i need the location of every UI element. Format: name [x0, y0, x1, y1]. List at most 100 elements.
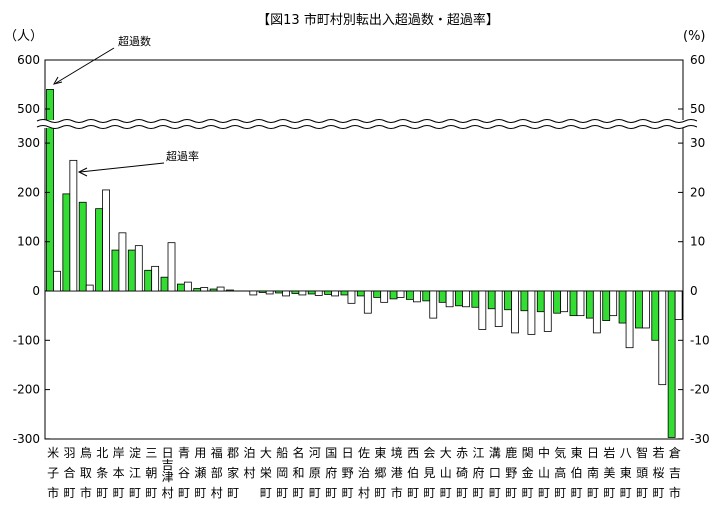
- rate-bar: [314, 290, 323, 296]
- rate-bar: [183, 281, 192, 292]
- rate-bar: [102, 189, 110, 292]
- rate-bar: [363, 290, 372, 314]
- right-tick-label: 60: [690, 53, 705, 67]
- right-tick-label: 50: [690, 102, 705, 116]
- rate-bar: [216, 286, 225, 292]
- right-tick-label: 10: [690, 235, 705, 249]
- category-label: 関金町: [522, 446, 534, 500]
- category-label: 三朝町: [145, 446, 157, 500]
- rate-bar: [53, 270, 61, 292]
- category-label: 河原町: [309, 446, 321, 500]
- rate-bar: [576, 290, 585, 317]
- rate-bar: [347, 290, 356, 304]
- axis-break-line-lower: [36, 125, 698, 129]
- left-tick-label: -300: [13, 432, 40, 446]
- category-label: 青谷町: [178, 446, 190, 500]
- axis-break-band: [37, 120, 691, 128]
- annotation-count: 超過数: [52, 34, 151, 85]
- count-bar: [127, 249, 136, 292]
- count-bar: [635, 290, 643, 329]
- count-bar: [455, 290, 463, 307]
- count-bar: [405, 290, 414, 300]
- category-label: 若桜町: [652, 446, 664, 500]
- category-label: 岸本町: [113, 446, 125, 500]
- rate-bar: [674, 290, 683, 320]
- category-label: 日野町: [342, 446, 354, 500]
- count-bar: [46, 89, 54, 292]
- category-label: 鹿野町: [505, 445, 517, 500]
- rate-bar: [445, 290, 454, 308]
- count-bar: [160, 276, 169, 292]
- count-bar: [618, 290, 627, 324]
- rate-bar: [69, 159, 78, 292]
- count-bar: [62, 193, 71, 292]
- category-label: 東伯町: [571, 446, 583, 500]
- category-label: 西伯町: [407, 446, 419, 500]
- right-axis-unit: (%): [683, 29, 706, 44]
- left-tick-label: -100: [13, 333, 40, 347]
- category-label: 溝口町: [489, 446, 501, 500]
- rate-bar: [592, 290, 601, 334]
- chart-title: 【図13 市町村別転出入超過数・超過率】: [257, 12, 499, 28]
- rate-bar: [265, 290, 274, 295]
- category-label: 智頭町: [636, 445, 648, 500]
- rate-bar: [134, 245, 143, 292]
- count-bar: [340, 290, 349, 296]
- left-tick-label: 100: [17, 235, 40, 249]
- category-label: 東郷町: [374, 446, 386, 500]
- category-label: 羽合町: [64, 446, 76, 500]
- category-label: 福部村: [211, 445, 223, 500]
- bars-layer: [46, 89, 683, 438]
- category-label: 泊村: [243, 446, 255, 480]
- rate-bar: [560, 290, 569, 313]
- count-bar: [602, 290, 611, 321]
- annotation-rate-label: 超過率: [166, 149, 199, 163]
- rate-bar: [151, 265, 160, 292]
- count-bar: [176, 283, 185, 292]
- category-label: 赤碕町: [456, 446, 468, 500]
- rate-bar: [167, 242, 176, 292]
- count-bar: [553, 290, 562, 314]
- plot-frame: [36, 59, 698, 440]
- count-bar: [422, 290, 431, 302]
- left-tick-label: 300: [17, 136, 40, 150]
- rate-bar: [118, 232, 127, 292]
- left-tick-label: 600: [17, 53, 40, 67]
- count-bar: [569, 290, 578, 317]
- category-labels: 米子市羽合町鳥取市北条町岸本町淀江町三朝町日吉津村青谷町用瀬町福部村郡家町泊村大…: [47, 445, 681, 500]
- rate-bar: [494, 290, 503, 327]
- count-bar: [209, 288, 218, 292]
- right-tick-label: 20: [690, 185, 705, 199]
- count-bar: [487, 290, 496, 310]
- right-tick-label: 30: [690, 136, 705, 150]
- rate-bar: [478, 290, 487, 330]
- axis-break-line-upper: [36, 119, 698, 123]
- category-label: 郡家町: [227, 446, 239, 500]
- annotation-rate: 超過率: [77, 149, 199, 177]
- rate-bar: [249, 290, 258, 296]
- category-label: 船岡町: [276, 446, 288, 500]
- rate-bar: [331, 290, 340, 297]
- category-label: 米子市: [47, 446, 59, 500]
- count-bar: [78, 201, 87, 292]
- count-bar: [389, 290, 398, 300]
- count-bar: [520, 290, 529, 312]
- left-tick-label: 0: [32, 284, 40, 298]
- annotation-count-label: 超過数: [118, 34, 151, 48]
- category-label: 岩美町: [603, 445, 615, 500]
- count-bar: [471, 290, 480, 308]
- count-bar: [373, 290, 382, 298]
- count-bar: [291, 290, 300, 294]
- rate-bar: [298, 290, 307, 296]
- category-label: 倉吉市: [669, 445, 681, 500]
- count-bar: [356, 290, 365, 297]
- rate-bar: [380, 290, 389, 303]
- rate-bar: [642, 290, 650, 329]
- left-axis-unit: （人）: [4, 29, 43, 44]
- rate-bar: [85, 284, 94, 292]
- count-bar: [307, 290, 316, 295]
- left-tick-label: 500: [17, 102, 40, 116]
- count-bar: [193, 288, 202, 292]
